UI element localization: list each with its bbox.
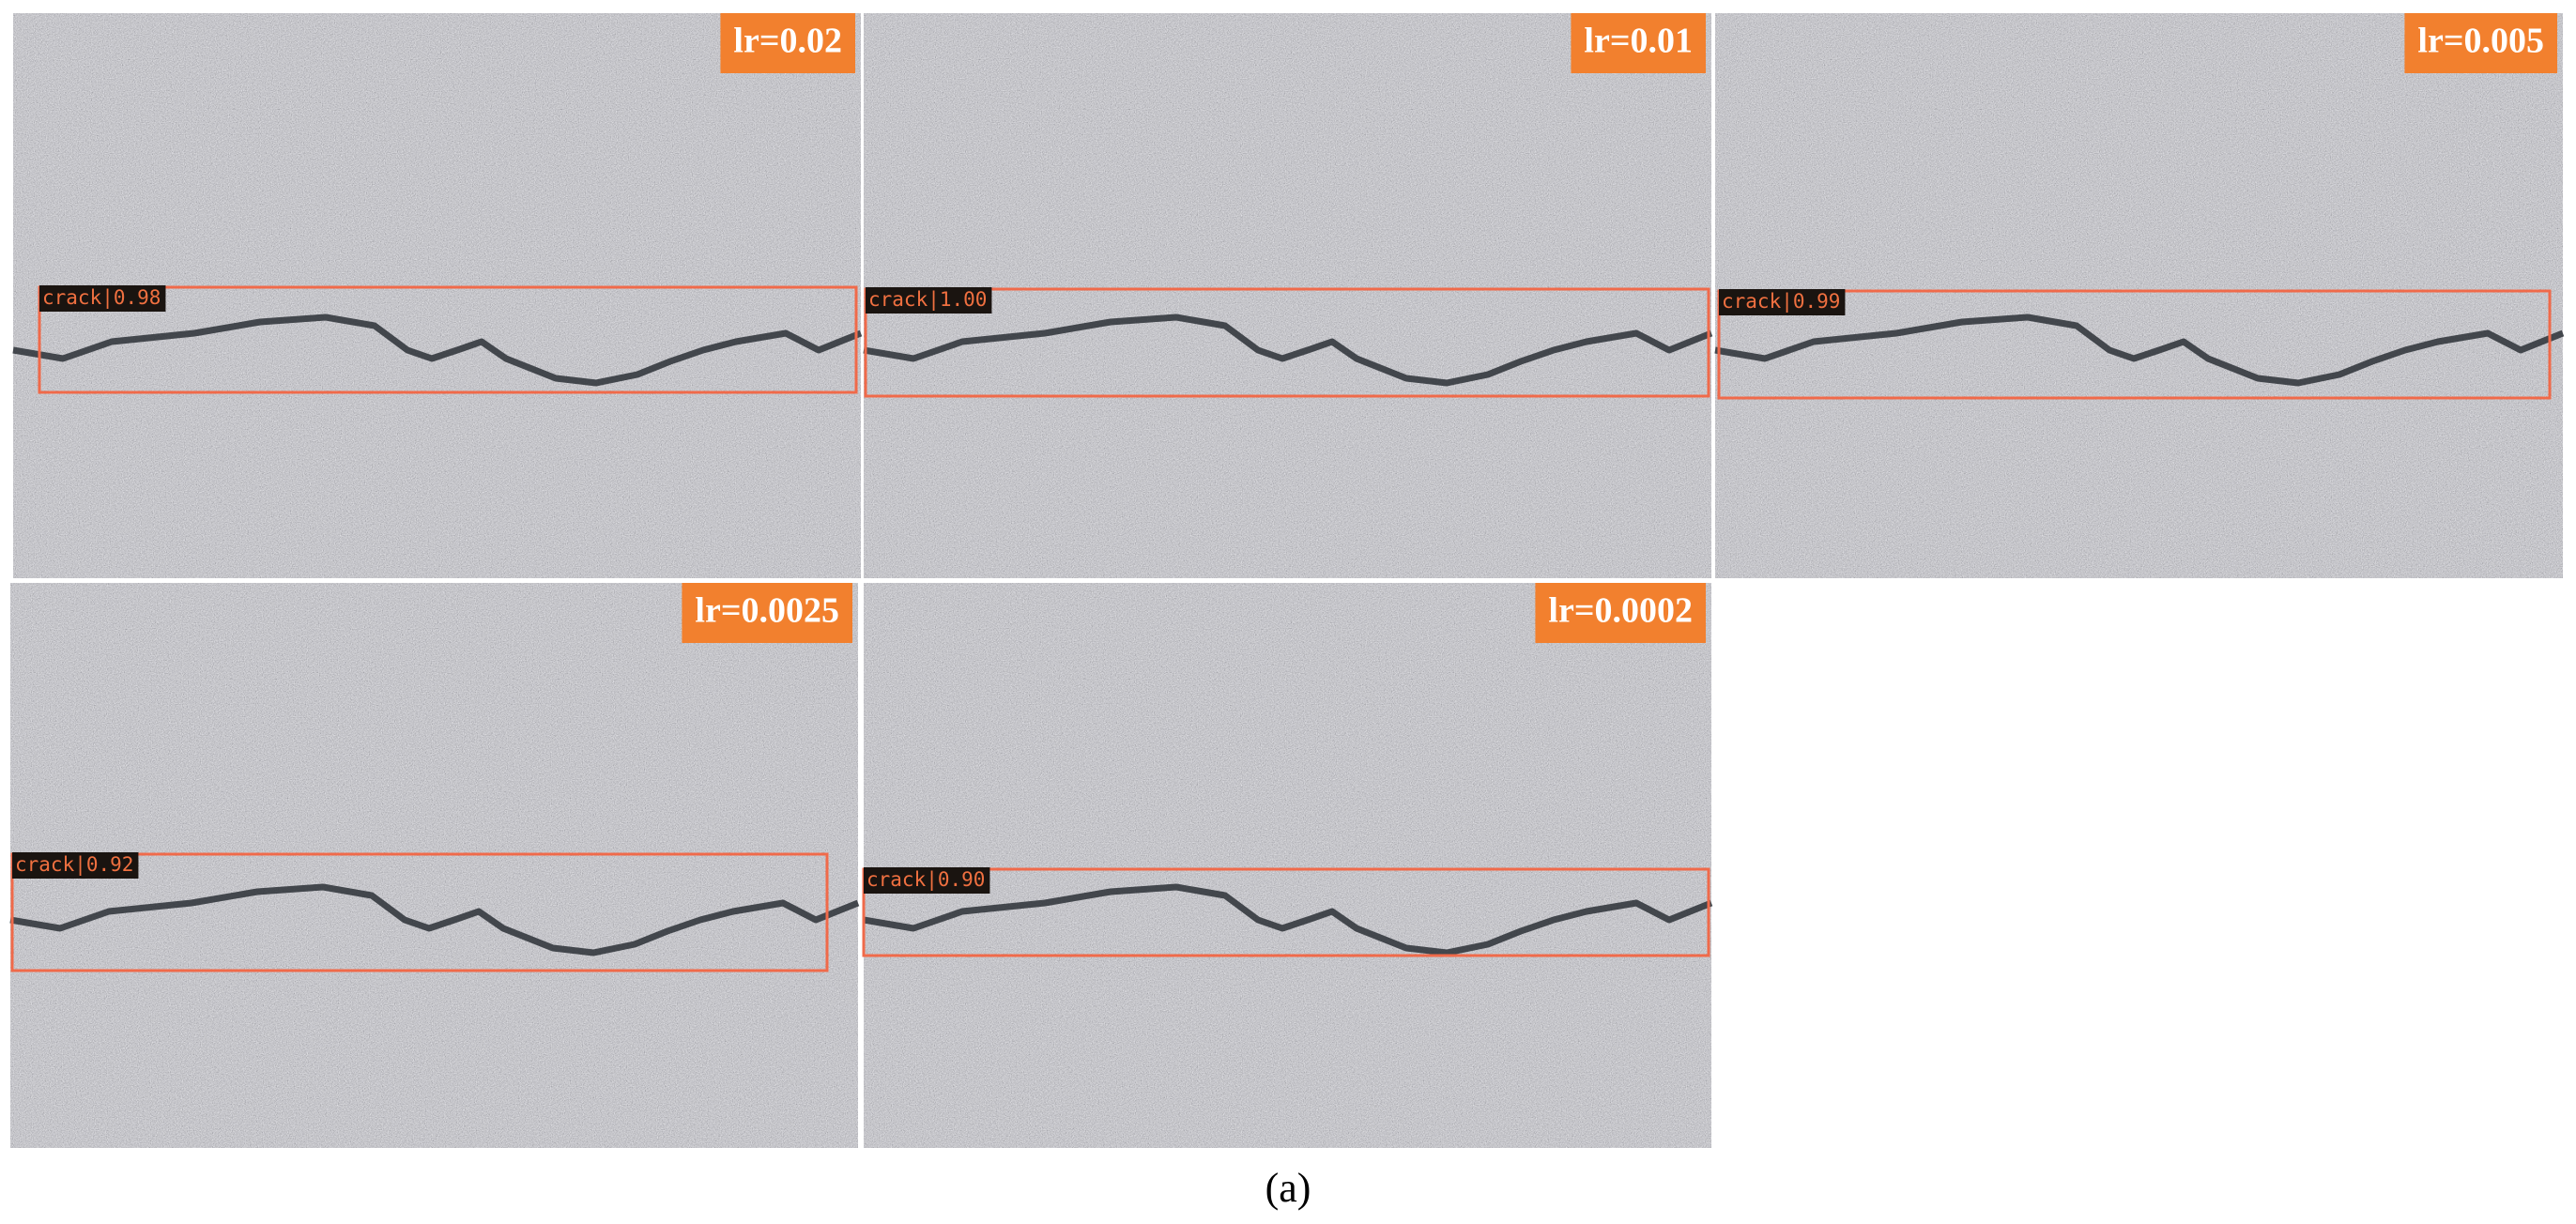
lr-badge: lr=0.0002	[1548, 591, 1693, 631]
lr-badge-bg	[2404, 13, 2557, 73]
road-image	[864, 583, 1711, 1148]
detection-box	[38, 285, 858, 394]
detection-label-bg	[866, 287, 992, 314]
detection-box	[862, 867, 1710, 957]
detection-label-bg	[12, 852, 139, 879]
lr-badge-bg	[1571, 13, 1706, 73]
crack	[12, 314, 863, 387]
crack	[863, 314, 1713, 387]
detection-label: crack|0.90	[866, 868, 985, 892]
detection-label-bg	[1719, 289, 1846, 315]
detection-label-bg	[39, 285, 166, 312]
crack	[9, 883, 860, 956]
caption: (a)	[1265, 1165, 1311, 1211]
lr-badge-bg	[1535, 583, 1706, 643]
road-image	[864, 13, 1711, 578]
lr-badge-bg	[682, 583, 852, 643]
detection-label-bg	[864, 867, 990, 894]
detection-label: crack|1.00	[868, 288, 987, 312]
detection-box	[1717, 289, 2552, 400]
detection-label: crack|0.92	[15, 853, 133, 877]
lr-badge: lr=0.01	[1584, 22, 1693, 61]
road-image	[1715, 13, 2563, 578]
image-panel: crack|1.00 lr=0.01	[863, 13, 1713, 578]
crack	[863, 883, 1713, 956]
lr-badge: lr=0.02	[733, 22, 842, 61]
detection-box	[10, 852, 829, 972]
road-image	[10, 583, 858, 1148]
lr-badge-bg	[720, 13, 855, 73]
detection-label: crack|0.99	[1722, 290, 1840, 314]
image-panel: crack|0.90 lr=0.0002	[862, 583, 1713, 1148]
detection-label: crack|0.98	[42, 286, 161, 310]
image-panel: crack|0.99 lr=0.005	[1714, 13, 2565, 578]
image-panel: crack|0.92 lr=0.0025	[9, 583, 860, 1148]
image-panel: crack|0.98 lr=0.02	[12, 13, 863, 578]
detection-box	[864, 287, 1710, 398]
lr-badge: lr=0.005	[2417, 22, 2544, 61]
crack	[1714, 314, 2565, 387]
lr-badge: lr=0.0025	[695, 591, 839, 631]
